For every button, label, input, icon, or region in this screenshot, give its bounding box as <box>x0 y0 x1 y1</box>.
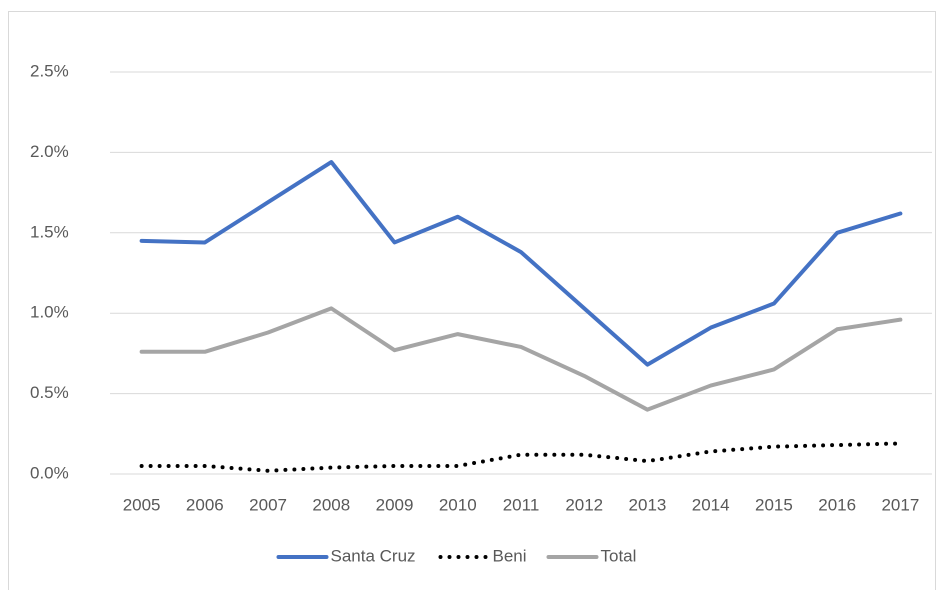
series-line <box>139 306 903 412</box>
x-tick-label: 2009 <box>376 495 414 514</box>
x-tick-label: 2005 <box>123 495 161 514</box>
y-tick-label: 2.5% <box>30 61 69 80</box>
x-tick-label: 2008 <box>312 495 350 514</box>
y-tick-label: 1.5% <box>30 222 69 241</box>
series-line <box>139 160 903 367</box>
x-tick-label: 2007 <box>249 495 287 514</box>
y-tick-label: 0.0% <box>30 463 69 482</box>
x-tick-label: 2017 <box>881 495 919 514</box>
x-tick-label: 2013 <box>629 495 667 514</box>
chart-frame <box>8 11 936 590</box>
x-tick-label: 2011 <box>503 495 540 514</box>
y-tick-label: 1.0% <box>30 303 69 322</box>
legend-label: Santa Cruz <box>331 546 416 565</box>
y-tick-label: 2.0% <box>30 142 69 161</box>
legend-label: Beni <box>493 546 527 565</box>
x-tick-label: 2015 <box>755 495 793 514</box>
x-tick-label: 2012 <box>565 495 603 514</box>
x-tick-label: 2014 <box>692 495 730 514</box>
legend-label: Total <box>601 546 637 565</box>
x-tick-label: 2006 <box>186 495 224 514</box>
series-line <box>139 441 903 473</box>
y-tick-label: 0.5% <box>30 383 69 402</box>
x-tick-label: 2010 <box>439 495 477 514</box>
x-tick-label: 2016 <box>818 495 856 514</box>
